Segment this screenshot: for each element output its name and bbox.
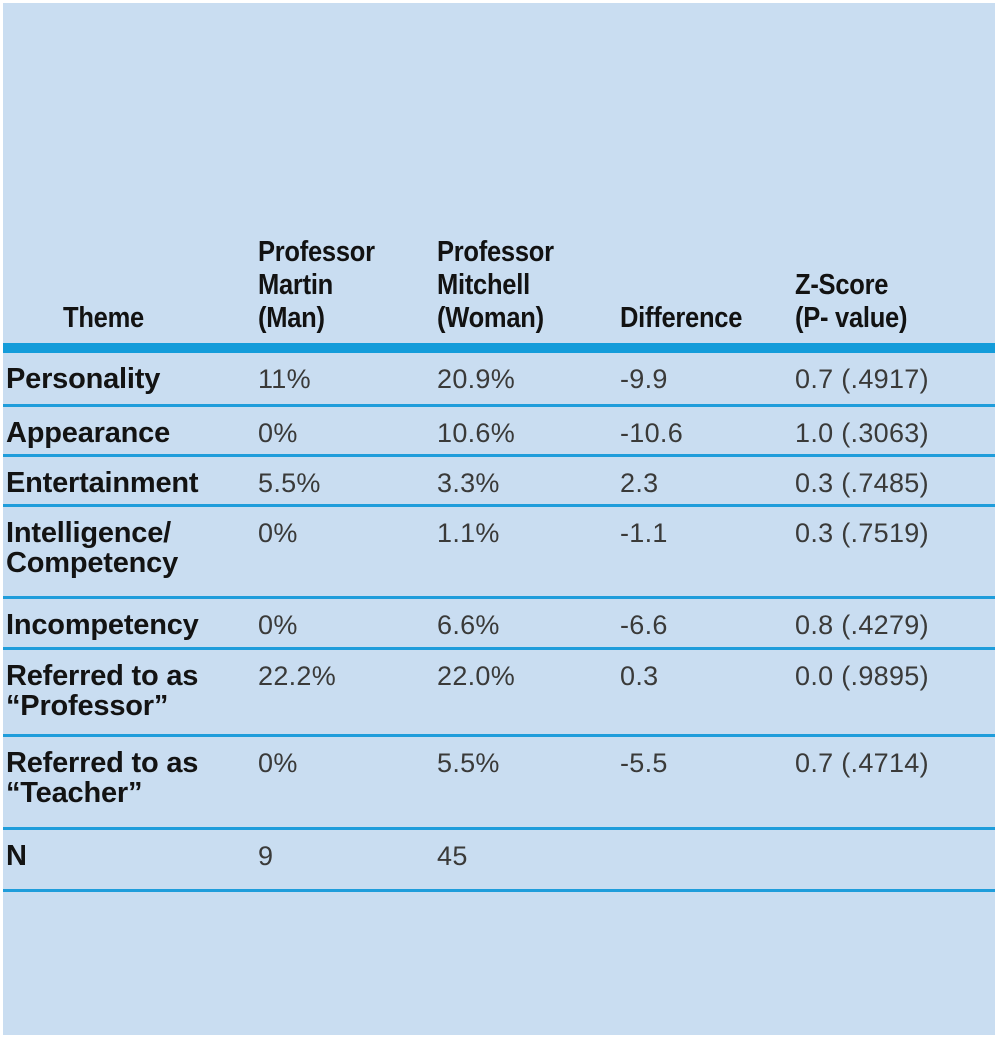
- zscore-value-cell: 0.3 (.7485): [792, 455, 995, 507]
- theme-cell: Incompetency: [3, 597, 255, 650]
- martin-value-cell: 9: [255, 828, 434, 892]
- mitchell-value-cell: 5.5%: [434, 735, 617, 830]
- martin-value-cell: 0%: [255, 405, 434, 457]
- zscore-value-cell: 0.0 (.9895): [792, 648, 995, 737]
- theme-cell: Entertainment: [3, 455, 255, 507]
- theme-cell: Referred to as “Professor”: [3, 648, 255, 737]
- table-row: Referred to as “Professor” 22.2% 22.0% 0.3 0…: [3, 648, 995, 737]
- difference-value-cell: 0.3: [617, 648, 792, 737]
- theme-cell: Personality: [3, 348, 255, 407]
- martin-value-cell: 11%: [255, 348, 434, 407]
- zscore-value-cell: 0.8 (.4279): [792, 597, 995, 650]
- theme-cell: Referred to as “Teacher”: [3, 735, 255, 830]
- martin-value-cell: 0%: [255, 505, 434, 599]
- martin-value-cell: 0%: [255, 597, 434, 650]
- table-body: Personality 11% 20.9% -9.9 0.7 (.4917) Appear…: [3, 348, 995, 892]
- mitchell-value-cell: 6.6%: [434, 597, 617, 650]
- column-header-martin: Professor Martin (Man): [255, 3, 434, 353]
- column-header-difference: Difference: [617, 3, 792, 353]
- martin-value-cell: 5.5%: [255, 455, 434, 507]
- table-row: Entertainment 5.5% 3.3% 2.3 0.3 (.7485): [3, 455, 995, 507]
- difference-value-cell: -9.9: [617, 348, 792, 407]
- table-row: Incompetency 0% 6.6% -6.6 0.8 (.4279): [3, 597, 995, 650]
- column-header-theme: Theme: [3, 3, 255, 353]
- mitchell-value-cell: 1.1%: [434, 505, 617, 599]
- zscore-value-cell: 0.7 (.4917): [792, 348, 995, 407]
- mitchell-value-cell: 10.6%: [434, 405, 617, 457]
- column-header-label: Difference: [620, 302, 743, 334]
- difference-value-cell: [617, 828, 792, 892]
- mitchell-value-cell: 20.9%: [434, 348, 617, 407]
- zscore-value-cell: [792, 828, 995, 892]
- theme-cell: Intelligence/ Competency: [3, 505, 255, 599]
- table-row: Personality 11% 20.9% -9.9 0.7 (.4917): [3, 348, 995, 407]
- zscore-value-cell: 0.7 (.4714): [792, 735, 995, 830]
- mitchell-value-cell: 3.3%: [434, 455, 617, 507]
- difference-value-cell: 2.3: [617, 455, 792, 507]
- column-header-label: Professor Martin (Man): [258, 236, 375, 334]
- table-background-panel: Theme Professor Martin (Man) Professor Mit…: [3, 3, 995, 1035]
- table-row: Intelligence/ Competency 0% 1.1% -1.1 0.3 (.…: [3, 505, 995, 599]
- martin-value-cell: 22.2%: [255, 648, 434, 737]
- column-header-mitchell: Professor Mitchell (Woman): [434, 3, 617, 353]
- martin-value-cell: 0%: [255, 735, 434, 830]
- difference-value-cell: -6.6: [617, 597, 792, 650]
- table-header: Theme Professor Martin (Man) Professor Mit…: [3, 3, 995, 353]
- mitchell-value-cell: 22.0%: [434, 648, 617, 737]
- zscore-value-cell: 1.0 (.3063): [792, 405, 995, 457]
- table-row: N 9 45: [3, 828, 995, 892]
- theme-cell: Appearance: [3, 405, 255, 457]
- column-header-zscore: Z-Score (P- value): [792, 3, 995, 353]
- column-header-label: Professor Mitchell (Woman): [437, 236, 554, 334]
- table-row: Appearance 0% 10.6% -10.6 1.0 (.3063): [3, 405, 995, 457]
- zscore-value-cell: 0.3 (.7519): [792, 505, 995, 599]
- column-header-label: Z-Score (P- value): [795, 269, 908, 334]
- difference-value-cell: -5.5: [617, 735, 792, 830]
- mitchell-value-cell: 45: [434, 828, 617, 892]
- header-row: Theme Professor Martin (Man) Professor Mit…: [3, 3, 995, 353]
- difference-value-cell: -1.1: [617, 505, 792, 599]
- comparison-table: Theme Professor Martin (Man) Professor Mit…: [3, 3, 995, 892]
- table-row: Referred to as “Teacher” 0% 5.5% -5.5 0.7 (.…: [3, 735, 995, 830]
- column-header-label: Theme: [63, 302, 144, 334]
- theme-cell: N: [3, 828, 255, 892]
- difference-value-cell: -10.6: [617, 405, 792, 457]
